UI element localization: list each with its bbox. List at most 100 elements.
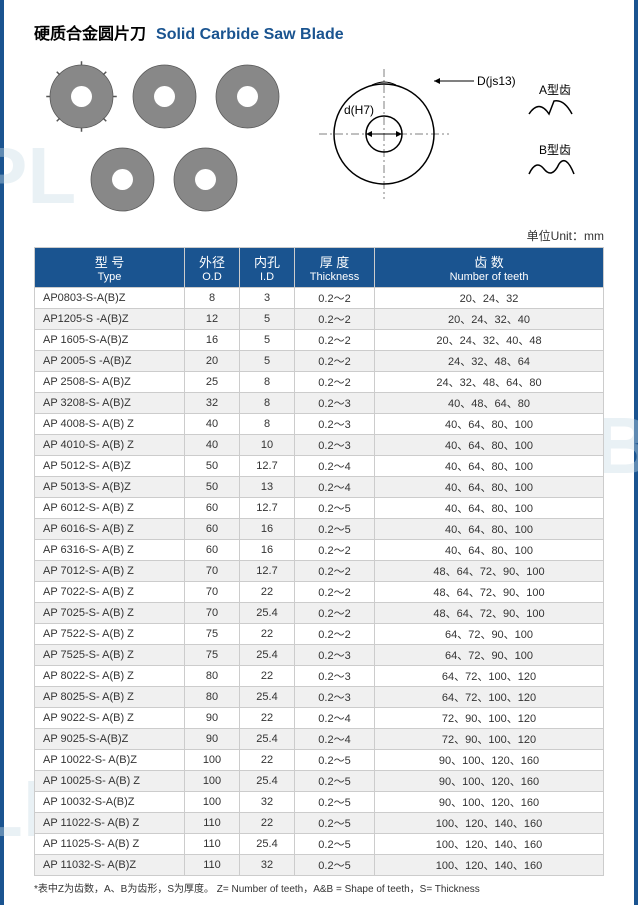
table-cell: AP 10032-S-A(B)Z xyxy=(35,792,185,813)
table-cell: 0.2～5 xyxy=(295,855,375,876)
table-cell: 0.2～5 xyxy=(295,834,375,855)
table-cell: AP 4010-S- A(B) Z xyxy=(35,435,185,456)
table-row: AP 11032-S- A(B)Z110320.2～5100、120、140、1… xyxy=(35,855,604,876)
table-cell: 40、64、80、100 xyxy=(375,456,604,477)
table-row: AP 7012-S- A(B) Z7012.70.2～248、64、72、90、… xyxy=(35,561,604,582)
table-cell: 40、64、80、100 xyxy=(375,435,604,456)
table-cell: 22 xyxy=(240,813,295,834)
table-cell: 22 xyxy=(240,708,295,729)
table-cell: AP 6012-S- A(B) Z xyxy=(35,498,185,519)
table-cell: 25.4 xyxy=(240,771,295,792)
table-cell: 110 xyxy=(185,834,240,855)
table-cell: 32 xyxy=(185,393,240,414)
table-row: AP 8022-S- A(B) Z80220.2～364、72、100、120 xyxy=(35,666,604,687)
table-row: AP 10022-S- A(B)Z100220.2～590、100、120、16… xyxy=(35,750,604,771)
saw-blade-icon xyxy=(168,142,243,217)
table-cell: 25.4 xyxy=(240,834,295,855)
saw-blade-icon xyxy=(127,59,202,134)
table-cell: 32 xyxy=(240,792,295,813)
table-cell: AP 1605-S-A(B)Z xyxy=(35,330,185,351)
table-cell: 0.2～2 xyxy=(295,561,375,582)
table-row: AP 5013-S- A(B)Z50130.2～440、64、80、100 xyxy=(35,477,604,498)
table-cell: 32 xyxy=(240,855,295,876)
table-cell: 100、120、140、160 xyxy=(375,813,604,834)
table-row: AP 2005-S -A(B)Z2050.2～224、32、48、64 xyxy=(35,351,604,372)
table-cell: 16 xyxy=(240,519,295,540)
technical-diagram: d(H7) D(js13) A型齿 B型齿 xyxy=(314,59,604,217)
table-cell: 110 xyxy=(185,813,240,834)
table-row: AP0803-S-A(B)Z830.2～220、24、32 xyxy=(35,288,604,309)
table-cell: 0.2～2 xyxy=(295,603,375,624)
table-row: AP 4008-S- A(B) Z4080.2～340、64、80、100 xyxy=(35,414,604,435)
table-cell: AP 9025-S-A(B)Z xyxy=(35,729,185,750)
spec-table: 型 号Type外径O.D内孔I.D厚 度Thickness齿 数Number o… xyxy=(34,247,604,876)
table-row: AP 7025-S- A(B) Z7025.40.2～248、64、72、90、… xyxy=(35,603,604,624)
table-cell: AP 2508-S- A(B)Z xyxy=(35,372,185,393)
table-cell: AP 9022-S- A(B) Z xyxy=(35,708,185,729)
table-cell: 22 xyxy=(240,582,295,603)
column-header: 厚 度Thickness xyxy=(295,248,375,288)
type-a-label: A型齿 xyxy=(539,83,571,97)
table-cell: 64、72、100、120 xyxy=(375,687,604,708)
table-cell: 3 xyxy=(240,288,295,309)
table-cell: 5 xyxy=(240,330,295,351)
table-row: AP 7022-S- A(B) Z70220.2～248、64、72、90、10… xyxy=(35,582,604,603)
table-cell: 12.7 xyxy=(240,561,295,582)
table-cell: 12.7 xyxy=(240,498,295,519)
table-row: AP 8025-S- A(B) Z8025.40.2～364、72、100、12… xyxy=(35,687,604,708)
table-cell: AP 8022-S- A(B) Z xyxy=(35,666,185,687)
table-cell: AP 7525-S- A(B) Z xyxy=(35,645,185,666)
table-cell: 0.2～2 xyxy=(295,540,375,561)
table-cell: AP 8025-S- A(B) Z xyxy=(35,687,185,708)
table-cell: 70 xyxy=(185,561,240,582)
table-cell: 25.4 xyxy=(240,729,295,750)
table-cell: 0.2～5 xyxy=(295,498,375,519)
table-row: AP 10025-S- A(B) Z10025.40.2～590、100、120… xyxy=(35,771,604,792)
table-cell: 0.2～3 xyxy=(295,666,375,687)
table-cell: AP 2005-S -A(B)Z xyxy=(35,351,185,372)
table-cell: 75 xyxy=(185,645,240,666)
d-label: d(H7) xyxy=(344,103,374,117)
table-cell: 0.2～2 xyxy=(295,372,375,393)
table-cell: 72、90、100、120 xyxy=(375,729,604,750)
table-cell: 100、120、140、160 xyxy=(375,855,604,876)
table-cell: AP 11032-S- A(B)Z xyxy=(35,855,185,876)
table-cell: 16 xyxy=(240,540,295,561)
table-row: AP 7522-S- A(B) Z75220.2～264、72、90、100 xyxy=(35,624,604,645)
table-row: AP1205-S -A(B)Z1250.2～220、24、32、40 xyxy=(35,309,604,330)
title-english: Solid Carbide Saw Blade xyxy=(156,26,344,44)
table-cell: AP 6016-S- A(B) Z xyxy=(35,519,185,540)
table-cell: 22 xyxy=(240,624,295,645)
table-row: AP 7525-S- A(B) Z7525.40.2～364、72、90、100 xyxy=(35,645,604,666)
table-cell: 0.2～4 xyxy=(295,729,375,750)
table-cell: 64、72、90、100 xyxy=(375,624,604,645)
table-row: AP 3208-S- A(B)Z3280.2～340、48、64、80 xyxy=(35,393,604,414)
table-cell: 0.2～5 xyxy=(295,813,375,834)
table-row: AP 11025-S- A(B) Z11025.40.2～5100、120、14… xyxy=(35,834,604,855)
table-cell: 40、64、80、100 xyxy=(375,498,604,519)
column-header: 齿 数Number of teeth xyxy=(375,248,604,288)
table-cell: 12.7 xyxy=(240,456,295,477)
table-cell: AP1205-S -A(B)Z xyxy=(35,309,185,330)
page-header: 硬质合金圆片刀 Solid Carbide Saw Blade xyxy=(34,20,604,44)
table-cell: AP0803-S-A(B)Z xyxy=(35,288,185,309)
table-cell: AP 11025-S- A(B) Z xyxy=(35,834,185,855)
table-cell: 90、100、120、160 xyxy=(375,771,604,792)
table-cell: 90 xyxy=(185,729,240,750)
table-row: AP 9025-S-A(B)Z9025.40.2～472、90、100、120 xyxy=(35,729,604,750)
table-cell: 48、64、72、90、100 xyxy=(375,603,604,624)
table-cell: 8 xyxy=(185,288,240,309)
table-cell: AP 5012-S- A(B)Z xyxy=(35,456,185,477)
table-cell: 0.2～3 xyxy=(295,687,375,708)
table-cell: 60 xyxy=(185,498,240,519)
table-cell: 0.2～4 xyxy=(295,477,375,498)
table-row: AP 11022-S- A(B) Z110220.2～5100、120、140、… xyxy=(35,813,604,834)
table-cell: 22 xyxy=(240,666,295,687)
table-cell: 0.2～5 xyxy=(295,771,375,792)
table-cell: 25.4 xyxy=(240,603,295,624)
table-cell: 0.2～5 xyxy=(295,792,375,813)
product-photos xyxy=(34,59,294,217)
table-cell: 50 xyxy=(185,456,240,477)
table-cell: 0.2～3 xyxy=(295,393,375,414)
D-label: D(js13) xyxy=(477,74,516,88)
